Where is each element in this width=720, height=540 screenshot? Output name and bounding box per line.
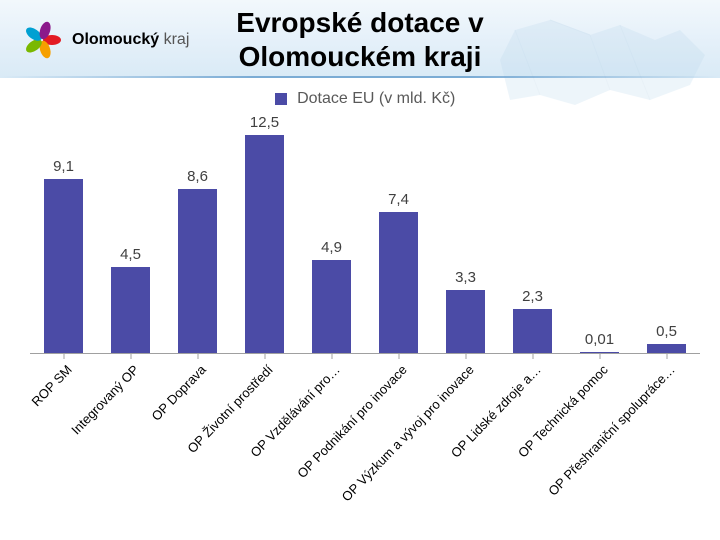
x-tick xyxy=(63,354,64,359)
bar-column: 2,3 xyxy=(499,114,566,353)
x-tick xyxy=(666,354,667,359)
x-tick xyxy=(264,354,265,359)
bar xyxy=(580,352,619,353)
bar xyxy=(513,309,552,353)
x-label-column: ROP SM xyxy=(30,354,97,524)
bar-value-label: 3,3 xyxy=(455,269,476,286)
bar-column: 8,6 xyxy=(164,114,231,353)
x-tick xyxy=(331,354,332,359)
x-label-column: OP Přeshraniční spolupráce… xyxy=(633,354,700,524)
bar xyxy=(446,290,485,353)
bar-column: 7,4 xyxy=(365,114,432,353)
chart-container: Dotace EU (v mld. Kč) 9,1 4,5 8,6 12,5 4,9 7,… xyxy=(30,90,700,530)
bar-value-label: 4,5 xyxy=(120,246,141,263)
bar-value-label: 0,01 xyxy=(585,331,614,348)
x-tick xyxy=(197,354,198,359)
bar xyxy=(379,212,418,353)
bar xyxy=(245,135,284,353)
bar xyxy=(44,179,83,353)
x-tick xyxy=(398,354,399,359)
title-line-2: Olomouckém kraji xyxy=(239,41,482,72)
bar xyxy=(312,260,351,354)
bar-column: 3,3 xyxy=(432,114,499,353)
page-title: Evropské dotace v Olomouckém kraji xyxy=(0,6,720,73)
x-tick xyxy=(465,354,466,359)
bar-column: 0,01 xyxy=(566,114,633,353)
bar xyxy=(647,344,686,354)
bar-column: 4,9 xyxy=(298,114,365,353)
header-divider xyxy=(0,76,720,78)
bar-value-label: 0,5 xyxy=(656,323,677,340)
bar-value-label: 9,1 xyxy=(53,158,74,175)
bar xyxy=(111,267,150,353)
bar-column: 4,5 xyxy=(97,114,164,353)
legend-swatch xyxy=(275,93,287,105)
bar-value-label: 2,3 xyxy=(522,288,543,305)
chart-plot-area: 9,1 4,5 8,6 12,5 4,9 7,4 3,3 2,3 0,01 0,5 xyxy=(30,114,700,354)
x-tick xyxy=(599,354,600,359)
bar-column: 12,5 xyxy=(231,114,298,353)
x-label: ROP SM xyxy=(28,362,74,409)
x-label-column: Integrovaný OP xyxy=(97,354,164,524)
chart-x-labels: ROP SMIntegrovaný OPOP DopravaOP Životní… xyxy=(30,354,700,524)
bar-column: 0,5 xyxy=(633,114,700,353)
bar-value-label: 4,9 xyxy=(321,239,342,256)
chart-legend: Dotace EU (v mld. Kč) xyxy=(30,90,700,108)
title-line-1: Evropské dotace v xyxy=(236,7,483,38)
bar-value-label: 7,4 xyxy=(388,191,409,208)
bar-column: 9,1 xyxy=(30,114,97,353)
bar xyxy=(178,189,217,353)
x-tick xyxy=(130,354,131,359)
bar-value-label: 8,6 xyxy=(187,168,208,185)
bar-value-label: 12,5 xyxy=(250,114,279,131)
x-tick xyxy=(532,354,533,359)
legend-label: Dotace EU (v mld. Kč) xyxy=(297,90,455,107)
